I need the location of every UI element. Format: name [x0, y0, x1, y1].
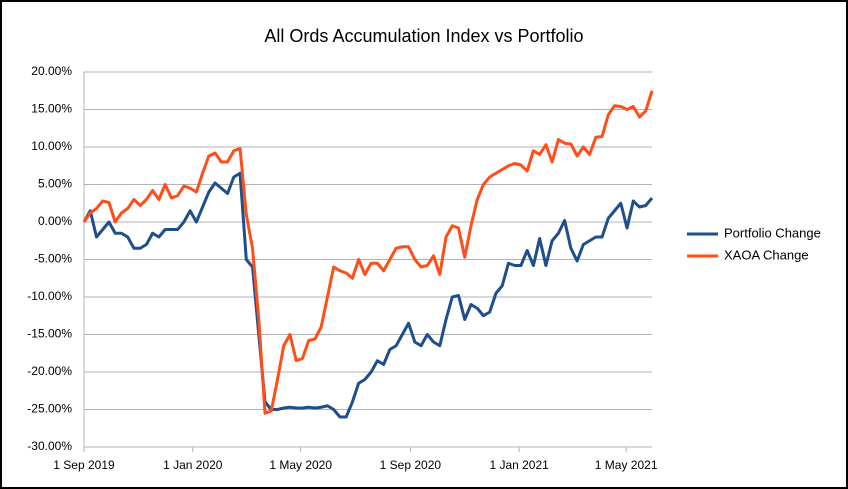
y-tick-label: -20.00%: [27, 364, 72, 378]
x-tick-label: 1 Jan 2020: [163, 458, 223, 472]
x-tick-label: 1 Sep 2020: [380, 458, 442, 472]
y-tick-label: -25.00%: [27, 402, 72, 416]
y-tick-label: -30.00%: [27, 439, 72, 453]
legend-label: Portfolio Change: [724, 225, 821, 240]
x-tick-label: 1 May 2021: [595, 458, 658, 472]
chart-title: All Ords Accumulation Index vs Portfolio: [264, 26, 583, 46]
line-series: [82, 171, 654, 419]
line-series: [82, 90, 654, 415]
y-tick-label: -5.00%: [34, 252, 72, 266]
x-tick-label: 1 May 2020: [269, 458, 332, 472]
y-tick-label: 5.00%: [38, 177, 72, 191]
x-tick-label: 1 Jan 2021: [489, 458, 549, 472]
y-tick-label: -15.00%: [27, 327, 72, 341]
legend-label: XAOA Change: [724, 247, 809, 262]
y-tick-label: -10.00%: [27, 289, 72, 303]
y-tick-label: 10.00%: [31, 139, 72, 153]
y-tick-label: 15.00%: [31, 102, 72, 116]
x-tick-label: 1 Sep 2019: [53, 458, 115, 472]
y-tick-label: 20.00%: [31, 64, 72, 78]
y-tick-label: 0.00%: [38, 214, 72, 228]
